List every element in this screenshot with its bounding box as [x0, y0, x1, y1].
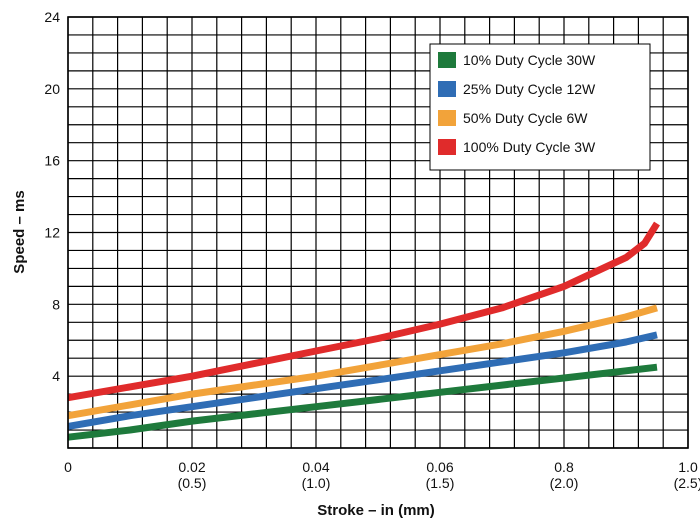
legend-label: 10% Duty Cycle 30W	[463, 52, 596, 68]
x-tick-label: 0.04	[302, 459, 329, 475]
x-tick-sublabel: (0.5)	[178, 475, 207, 491]
series-line-2	[67, 331, 658, 430]
series-line-4	[67, 221, 660, 402]
x-tick-sublabel: (2.5)	[674, 475, 700, 491]
x-tick-label: 0.02	[178, 459, 205, 475]
x-tick-label: 0.06	[426, 459, 453, 475]
x-tick-label: 0.8	[554, 459, 574, 475]
legend-swatch	[438, 52, 456, 68]
y-tick-label: 20	[44, 81, 60, 97]
y-tick-label: 24	[44, 9, 60, 25]
plot-series	[67, 221, 660, 441]
legend-label: 25% Duty Cycle 12W	[463, 81, 596, 97]
x-tick-sublabel: (1.5)	[426, 475, 455, 491]
legend: 10% Duty Cycle 30W 25% Duty Cycle 12W 50% …	[429, 43, 651, 171]
y-tick-label: 12	[44, 225, 60, 241]
x-axis-title: Stroke – in (mm)	[317, 502, 435, 519]
y-tick-label: 8	[52, 296, 60, 312]
plot-border	[67, 16, 689, 449]
legend-swatch	[438, 110, 456, 126]
legend-label: 100% Duty Cycle 3W	[463, 139, 596, 155]
legend-swatch	[438, 81, 456, 97]
x-tick-label: 1.0	[678, 459, 698, 475]
x-tick-label: 0	[64, 459, 72, 475]
legend-swatch	[438, 139, 456, 155]
x-tick-sublabel: (1.0)	[302, 475, 331, 491]
legend-label: 50% Duty Cycle 6W	[463, 110, 588, 126]
plot-axes: 4 8 12 16 20 24 0 0.02(0.5) 0.04(1.0) 0.06(1.5) 0.…	[44, 9, 700, 491]
legend-box	[429, 43, 651, 171]
y-tick-label: 16	[44, 153, 60, 169]
y-axis-title: Speed – ms	[11, 190, 28, 273]
y-tick-label: 4	[52, 368, 60, 384]
series-line-3	[67, 304, 658, 420]
series-line-1	[67, 363, 658, 441]
x-tick-sublabel: (2.0)	[550, 475, 579, 491]
